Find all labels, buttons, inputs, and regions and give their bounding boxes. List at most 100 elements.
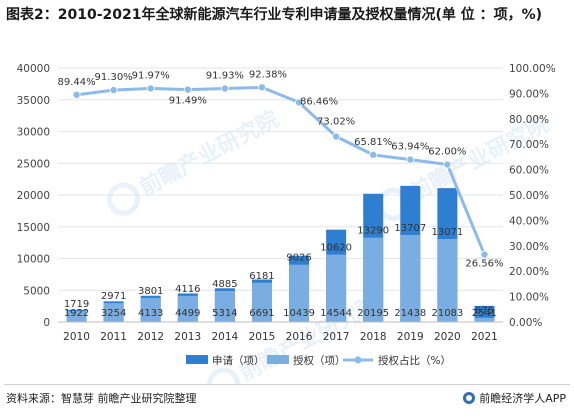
grant-bar <box>251 282 272 322</box>
grant-bar <box>289 264 310 322</box>
watermark-1: 前瞻产业研究院 <box>107 106 283 216</box>
legend-item-grants: 授权（项） <box>267 354 346 367</box>
application-value-label: 3254 <box>101 308 126 319</box>
ratio-value-label: 26.56% <box>465 259 503 270</box>
ratio-point <box>369 150 378 159</box>
x-tick-label: 2015 <box>249 331 276 343</box>
watermark-logo-icon <box>107 182 141 216</box>
ratio-point <box>443 160 452 169</box>
right-tick-label: 90.00% <box>509 88 549 100</box>
grant-value-label: 10620 <box>320 243 352 254</box>
x-tick-label: 2013 <box>174 331 201 343</box>
ratio-value-label: 73.02% <box>317 117 355 128</box>
ratio-point <box>295 98 304 107</box>
ratio-point <box>406 155 415 164</box>
application-value-label: 2541 <box>472 308 497 319</box>
ratio-polyline <box>76 85 486 256</box>
grant-bar <box>66 311 87 322</box>
grant-value-label: 4885 <box>212 279 237 290</box>
x-tick-label: 2011 <box>100 331 127 343</box>
application-value-label: 4499 <box>175 308 200 319</box>
left-tick-label: 20000 <box>17 190 50 202</box>
ratio-value-label: 63.94% <box>391 142 429 153</box>
grant-value-label: 3801 <box>138 286 163 297</box>
right-tick-label: 60.00% <box>509 165 549 177</box>
right-tick-label: 40.00% <box>509 215 549 227</box>
right-tick-label: 70.00% <box>509 139 549 151</box>
watermark-text: 前瞻产业研究院 <box>135 106 283 201</box>
ratio-point <box>109 86 118 95</box>
ratio-point <box>220 84 229 93</box>
ratio-point <box>257 83 266 92</box>
ratio-value-label: 62.00% <box>428 147 466 158</box>
legend-label-ratio: 授权占比（%） <box>378 354 451 367</box>
legend-swatch-ratio-point <box>354 356 362 364</box>
x-axis: 2010 2011 2012 2013 2014 2015 2016 2017 2018 2019… <box>58 321 503 343</box>
ratio-point <box>332 132 341 141</box>
legend-swatch-applications <box>186 355 208 364</box>
x-tick-label: 2012 <box>137 331 164 343</box>
brand-logo-icon <box>463 392 476 404</box>
ratio-value-label: 65.81% <box>354 137 392 148</box>
footer-divider <box>4 384 570 385</box>
grant-bar <box>474 317 495 322</box>
grant-value-label: 13071 <box>431 227 463 238</box>
grants-bars <box>66 234 495 322</box>
left-tick-label: 35000 <box>17 95 50 107</box>
left-tick-label: 5000 <box>23 285 50 297</box>
grant-bar <box>400 234 421 322</box>
legend-label-grants: 授权（项） <box>293 354 346 367</box>
ratio-line <box>72 83 489 259</box>
ratio-value-label: 89.44% <box>57 77 95 88</box>
grant-value-label: 13707 <box>394 223 426 234</box>
left-tick-label: 0 <box>43 317 50 329</box>
legend: 申请（项） 授权（项） 授权占比（%） <box>186 354 451 367</box>
left-axis: 0 5000 10000 15000 20000 25000 30000 35000 40000 <box>17 63 50 329</box>
ratio-value-label: 91.93% <box>206 70 244 81</box>
ratio-value-label: 86.46% <box>300 96 338 107</box>
ratio-point <box>72 90 81 99</box>
application-value-label: 21083 <box>431 308 463 319</box>
x-tick-label: 2010 <box>63 331 90 343</box>
right-tick-label: 100.00% <box>509 63 556 75</box>
data-labels: 1719 2971 3801 4116 4885 6181 9026 10620 13290 13… <box>57 69 503 319</box>
x-tick-label: 2014 <box>212 331 239 343</box>
grant-value-label: 675 <box>475 306 494 317</box>
grid-lines <box>58 67 503 323</box>
watermark-logo-icon <box>207 367 241 384</box>
ratio-value-label: 91.30% <box>95 72 133 83</box>
application-value-label: 1922 <box>64 308 89 319</box>
ratio-point <box>183 85 192 94</box>
brand-name: 前瞻经济学人APP <box>479 392 566 405</box>
x-tick-label: 2018 <box>360 331 387 343</box>
grant-value-label: 13290 <box>357 226 389 237</box>
right-tick-label: 30.00% <box>509 241 549 253</box>
grant-bar <box>214 290 235 322</box>
grant-bar <box>177 295 198 322</box>
left-tick-label: 15000 <box>17 222 50 234</box>
left-tick-label: 30000 <box>17 127 50 139</box>
source-note: 资料来源：智慧芽 前瞻产业研究院整理 <box>6 392 197 405</box>
x-tick-label: 2021 <box>471 331 498 343</box>
right-tick-label: 80.00% <box>509 114 549 126</box>
application-value-label: 10439 <box>283 308 315 319</box>
application-value-label: 6691 <box>249 308 274 319</box>
left-tick-label: 25000 <box>17 158 50 170</box>
x-tick-label: 2016 <box>286 331 313 343</box>
legend-label-applications: 申请（项） <box>212 354 265 367</box>
left-tick-label: 10000 <box>17 254 50 266</box>
ratio-value-label: 92.38% <box>249 69 287 80</box>
right-axis: 0.00% 10.00% 20.00% 30.00% 40.00% 50.00% 60.00… <box>509 63 556 329</box>
right-tick-label: 0.00% <box>509 317 542 329</box>
grant-bar <box>363 237 384 322</box>
grant-value-label: 2971 <box>101 291 126 302</box>
ratio-value-label: 91.97% <box>132 70 170 81</box>
grant-bar <box>140 297 161 322</box>
application-value-label: 21438 <box>394 308 426 319</box>
grant-value-label: 4116 <box>175 284 200 295</box>
right-tick-label: 10.00% <box>509 292 549 304</box>
x-tick-label: 2020 <box>434 331 461 343</box>
ratio-point <box>480 250 489 259</box>
grant-value-label: 1719 <box>64 299 89 310</box>
